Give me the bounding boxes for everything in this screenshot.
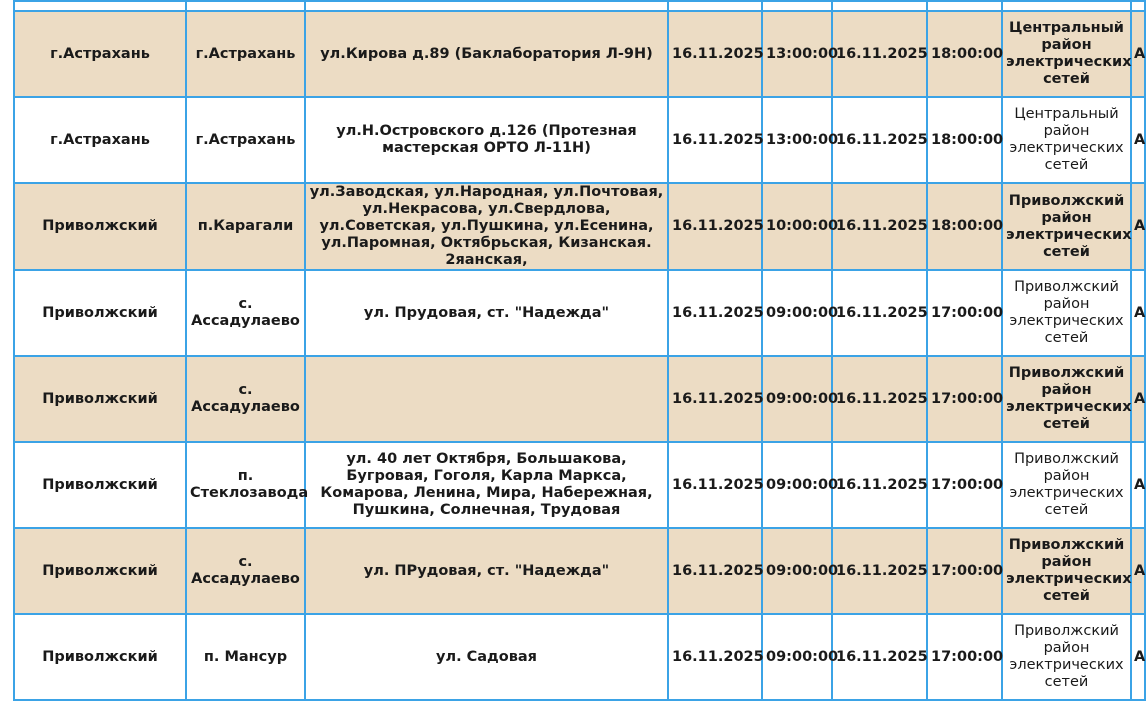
- cell-date-end: [831, 0, 928, 12]
- table-row: г.Астрахань г.Астрахань ул.Н.Островского д…: [13, 96, 1146, 184]
- cell-district: Приволжский: [13, 182, 187, 271]
- cell-date-end: 16.11.2025: [831, 355, 928, 443]
- cell-locality: п. Мансур: [185, 613, 306, 701]
- cell-district: [13, 0, 187, 12]
- cell-address: [304, 0, 669, 12]
- cell-address: ул.Заводская, ул.Народная, ул.Почтовая, …: [304, 182, 669, 271]
- cell-date-start: 16.11.2025: [667, 10, 764, 98]
- cell-district: Приволжский: [13, 613, 187, 701]
- cell-time-end: 18:00:00: [926, 96, 1003, 184]
- cell-locality: г.Астрахань: [185, 96, 306, 184]
- cell-date-start: 16.11.2025: [667, 441, 764, 529]
- cell-time-start: 09:00:00: [761, 355, 838, 443]
- cell-org: Приволжский район электрических сетей: [1001, 527, 1132, 615]
- outage-schedule-table: г.Астрахань г.Астрахань ул.Кирова д.89 (Ба…: [13, 0, 1146, 701]
- cell-date-end: 16.11.2025: [831, 527, 928, 615]
- table-row: Приволжский с. Ассадулаево 16.11.2025 09:00…: [13, 355, 1146, 443]
- cell-date-end: 16.11.2025: [831, 96, 928, 184]
- cell-date-end: 16.11.2025: [831, 613, 928, 701]
- cell-time-start: 13:00:00: [761, 10, 838, 98]
- cell-date-start: 16.11.2025: [667, 96, 764, 184]
- table-row: Приволжский п.Карагали ул.Заводская, ул.На…: [13, 182, 1146, 271]
- table-row: [13, 0, 1146, 12]
- cell-time-end: 17:00:00: [926, 613, 1003, 701]
- cell-date-end: 16.11.2025: [831, 182, 928, 271]
- cell-locality: с. Ассадулаево: [185, 527, 306, 615]
- cell-time-end: 17:00:00: [926, 355, 1003, 443]
- cell-locality: с. Ассадулаево: [185, 355, 306, 443]
- cell-extra: [1130, 0, 1146, 12]
- cell-district: г.Астрахань: [13, 10, 187, 98]
- cell-district: Приволжский: [13, 527, 187, 615]
- cell-time-end: 17:00:00: [926, 441, 1003, 529]
- cell-address: ул. 40 лет Октября, Большакова, Бугровая…: [304, 441, 669, 529]
- table-row: Приволжский с. Ассадулаево ул. ПРудовая, с…: [13, 527, 1146, 615]
- cell-date-start: 16.11.2025: [667, 355, 764, 443]
- cell-locality: г.Астрахань: [185, 10, 306, 98]
- cell-time-end: 18:00:00: [926, 182, 1003, 271]
- cell-extra: А: [1130, 613, 1146, 701]
- cell-district: Приволжский: [13, 355, 187, 443]
- cell-time-start: 09:00:00: [761, 441, 838, 529]
- cell-org: Центральный район электрических сетей: [1001, 96, 1132, 184]
- cell-district: г.Астрахань: [13, 96, 187, 184]
- cell-date-start: 16.11.2025: [667, 269, 764, 357]
- cell-address: [304, 355, 669, 443]
- cell-address: ул. Садовая: [304, 613, 669, 701]
- table-row: Приволжский п. Мансур ул. Садовая 16.11.202…: [13, 613, 1146, 701]
- cell-time-end: 17:00:00: [926, 527, 1003, 615]
- cell-address: ул.Н.Островского д.126 (Протезная мастер…: [304, 96, 669, 184]
- cell-district: Приволжский: [13, 269, 187, 357]
- cell-date-start: 16.11.2025: [667, 527, 764, 615]
- cell-date-end: 16.11.2025: [831, 269, 928, 357]
- cell-extra: А: [1130, 527, 1146, 615]
- cell-time-start: [761, 0, 833, 12]
- cell-address: ул. ПРудовая, ст. "Надежда": [304, 527, 669, 615]
- cell-locality: [185, 0, 306, 12]
- cell-org: Приволжский район электрических сетей: [1001, 182, 1132, 271]
- cell-org: Приволжский район электрических сетей: [1001, 441, 1132, 529]
- cell-time-end: [926, 0, 1003, 12]
- cell-org: Приволжский район электрических сетей: [1001, 269, 1132, 357]
- cell-locality: с. Ассадулаево: [185, 269, 306, 357]
- cell-date-start: 16.11.2025: [667, 613, 764, 701]
- cell-time-end: 18:00:00: [926, 10, 1003, 98]
- cell-org: [1001, 0, 1132, 12]
- cell-extra: А: [1130, 355, 1146, 443]
- table-row: Приволжский п. Стеклозавода ул. 40 лет Окт…: [13, 441, 1146, 529]
- cell-time-start: 09:00:00: [761, 613, 838, 701]
- table-row: г.Астрахань г.Астрахань ул.Кирова д.89 (Ба…: [13, 10, 1146, 98]
- cell-date-start: 16.11.2025: [667, 182, 764, 271]
- cell-time-start: 13:00:00: [761, 96, 838, 184]
- cell-address: ул.Кирова д.89 (Баклаборатория Л-9Н): [304, 10, 669, 98]
- cell-extra: А: [1130, 269, 1146, 357]
- cell-org: Приволжский район электрических сетей: [1001, 613, 1132, 701]
- cell-extra: А: [1130, 441, 1146, 529]
- cell-date-start: [667, 0, 763, 12]
- cell-date-end: 16.11.2025: [831, 10, 928, 98]
- cell-address: ул. Прудовая, ст. "Надежда": [304, 269, 669, 357]
- cell-extra: А: [1130, 10, 1146, 98]
- cell-org: Приволжский район электрических сетей: [1001, 355, 1132, 443]
- cell-time-start: 09:00:00: [761, 527, 838, 615]
- cell-district: Приволжский: [13, 441, 187, 529]
- cell-extra: А: [1130, 182, 1146, 271]
- cell-locality: п. Стеклозавода: [185, 441, 308, 529]
- cell-org: Центральный район электрических сетей: [1001, 10, 1132, 98]
- cell-extra: А: [1130, 96, 1146, 184]
- cell-locality: п.Карагали: [185, 182, 306, 271]
- cell-time-start: 10:00:00: [761, 182, 838, 271]
- cell-time-end: 17:00:00: [926, 269, 1003, 357]
- table-row: Приволжский с. Ассадулаево ул. Прудовая, с…: [13, 269, 1146, 357]
- cell-time-start: 09:00:00: [761, 269, 838, 357]
- cell-date-end: 16.11.2025: [831, 441, 928, 529]
